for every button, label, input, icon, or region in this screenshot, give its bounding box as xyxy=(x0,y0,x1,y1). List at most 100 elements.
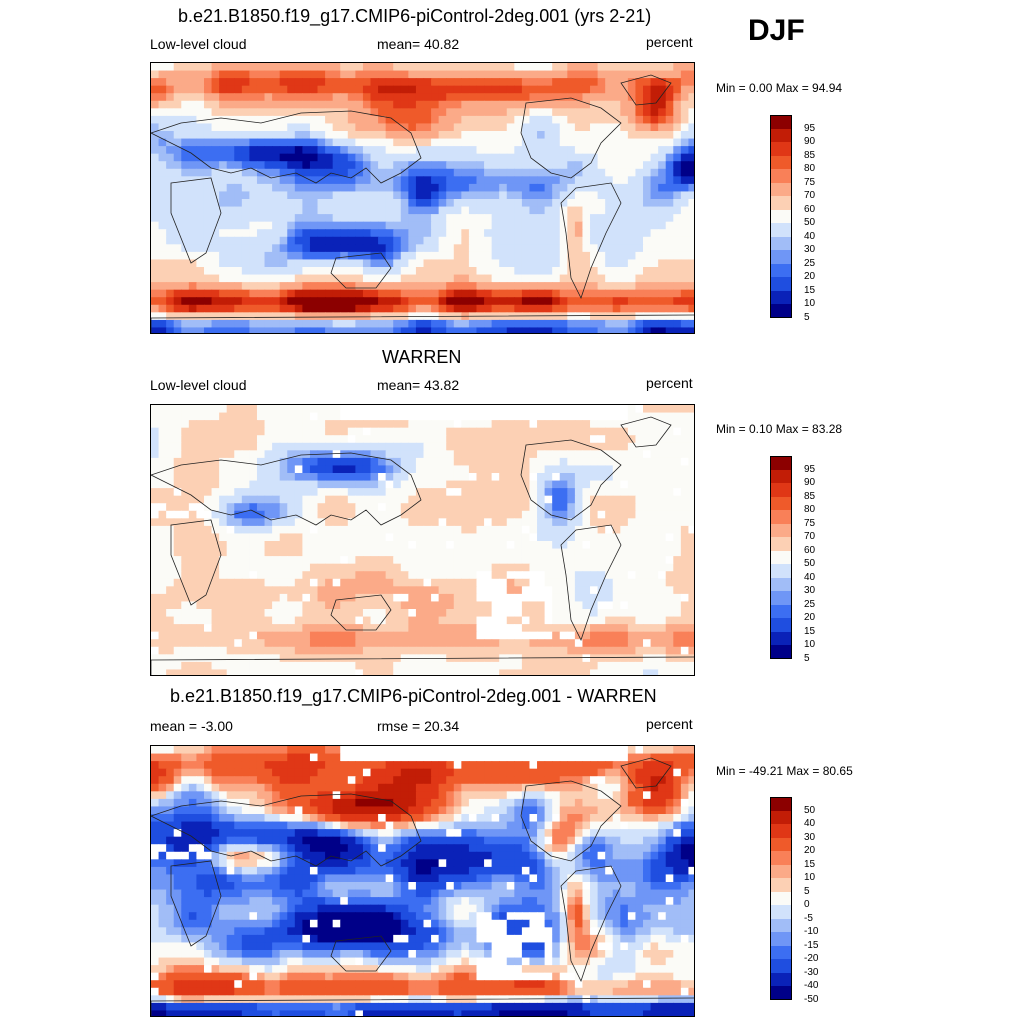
map-grid-cell xyxy=(529,282,538,291)
map-grid-cell xyxy=(287,297,296,306)
map-grid-cell xyxy=(582,556,591,565)
map-grid-cell xyxy=(537,435,546,444)
map-grid-cell xyxy=(415,199,425,208)
map-grid-cell xyxy=(673,465,682,474)
map-grid-cell xyxy=(567,115,576,125)
map-grid-cell xyxy=(340,236,349,245)
map-grid-cell xyxy=(400,556,409,565)
map-grid-cell xyxy=(605,548,614,557)
map-grid-cell xyxy=(325,183,334,193)
map-grid-cell xyxy=(461,199,470,208)
map-grid-cell xyxy=(650,510,659,519)
map-grid-cell xyxy=(272,578,281,587)
map-grid-cell xyxy=(378,63,387,72)
map-grid-cell xyxy=(612,304,621,313)
panel1-mean-label: mean= 40.82 xyxy=(377,36,460,52)
map-grid-cell xyxy=(529,85,538,94)
map-grid-cell xyxy=(173,312,182,321)
map-grid-cell xyxy=(423,176,432,185)
map-grid-cell xyxy=(203,639,213,648)
map-grid-cell xyxy=(203,556,213,565)
map-grid-cell xyxy=(317,100,326,109)
map-grid-cell xyxy=(408,206,417,215)
map-grid-cell xyxy=(173,282,182,291)
map-grid-cell xyxy=(340,465,349,474)
map-grid-cell xyxy=(680,236,690,245)
map-grid-cell xyxy=(446,138,455,147)
map-grid-cell xyxy=(567,85,576,94)
map-grid-cell xyxy=(393,327,402,333)
map-grid-cell xyxy=(203,108,213,117)
map-grid-cell xyxy=(302,503,311,512)
map-grid-cell xyxy=(325,168,334,177)
map-grid-cell xyxy=(514,229,523,238)
map-grid-cell xyxy=(627,70,637,79)
map-grid-cell xyxy=(446,412,455,421)
map-grid-cell xyxy=(400,319,409,329)
map-grid-cell xyxy=(506,176,515,185)
map-grid-cell xyxy=(211,465,220,474)
map-grid-cell xyxy=(181,93,190,102)
map-grid-cell xyxy=(423,405,432,414)
map-grid-cell xyxy=(552,214,561,223)
map-grid-cell xyxy=(484,131,493,140)
map-grid-cell xyxy=(537,123,546,132)
map-grid-cell xyxy=(294,646,303,655)
map-grid-cell xyxy=(574,578,584,587)
map-grid-cell xyxy=(294,601,303,610)
map-grid-cell xyxy=(378,442,387,451)
map-grid-cell xyxy=(537,541,546,550)
map-grid-cell xyxy=(499,297,508,306)
map-grid-cell xyxy=(256,206,266,215)
map-grid-cell xyxy=(249,593,258,603)
map-grid-cell xyxy=(249,267,258,276)
map-grid-cell xyxy=(423,123,432,132)
map-grid-cell xyxy=(453,327,462,333)
map-grid-cell xyxy=(151,548,160,557)
map-grid-cell xyxy=(680,631,690,640)
map-grid-cell xyxy=(166,191,175,200)
map-grid-cell xyxy=(279,319,288,329)
map-grid-cell xyxy=(158,510,167,519)
map-grid-cell xyxy=(188,183,198,193)
map-grid-cell xyxy=(393,229,402,238)
map-grid-cell xyxy=(665,100,674,109)
map-grid-cell xyxy=(453,616,462,625)
map-grid-cell xyxy=(173,100,182,109)
map-grid-cell xyxy=(431,131,440,140)
map-grid-cell xyxy=(309,138,319,147)
map-grid-cell xyxy=(393,571,402,580)
map-grid-cell xyxy=(211,304,220,313)
map-grid-cell xyxy=(544,108,553,117)
map-grid-cell xyxy=(658,609,667,618)
map-grid-cell xyxy=(491,571,500,580)
map-grid-cell xyxy=(211,548,220,557)
map-grid-cell xyxy=(650,541,659,550)
map-grid-cell xyxy=(279,518,288,527)
map-grid-cell xyxy=(468,510,478,519)
map-grid-cell xyxy=(605,244,614,253)
map-grid-cell xyxy=(680,153,690,162)
map-grid-cell xyxy=(249,85,258,94)
map-grid-cell xyxy=(362,571,372,580)
map-grid-cell xyxy=(151,191,160,200)
map-grid-cell xyxy=(476,108,485,117)
map-grid-cell xyxy=(643,206,652,215)
map-grid-cell xyxy=(264,70,273,79)
map-grid-cell xyxy=(537,488,546,497)
map-grid-cell xyxy=(620,259,629,268)
map-grid-cell xyxy=(158,639,167,648)
map-grid-cell xyxy=(605,405,614,414)
map-grid-cell xyxy=(453,556,462,565)
map-grid-cell xyxy=(680,312,690,321)
map-grid-cell xyxy=(151,654,160,663)
map-grid-cell xyxy=(272,571,281,580)
map-grid-cell xyxy=(476,503,485,512)
map-grid-cell xyxy=(332,153,341,162)
map-grid-cell xyxy=(453,420,462,429)
map-grid-cell xyxy=(158,319,167,329)
map-grid-cell xyxy=(597,282,606,291)
map-grid-cell xyxy=(567,138,576,147)
map-grid-cell xyxy=(272,563,281,572)
map-grid-cell xyxy=(658,267,667,276)
